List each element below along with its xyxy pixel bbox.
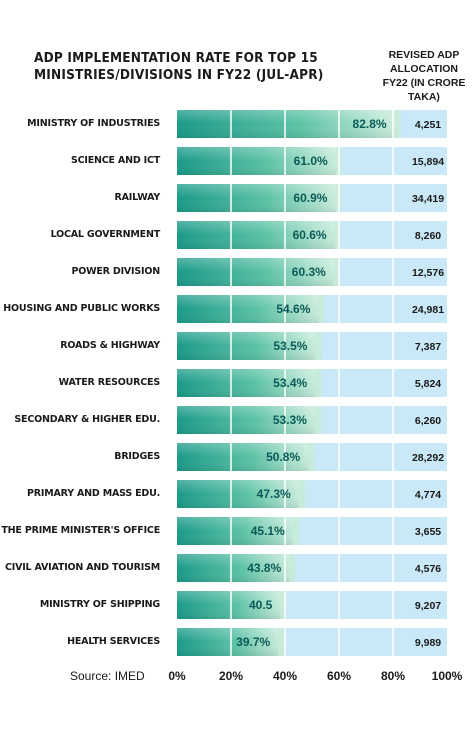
category-label: PRIMARY AND MASS EDU. bbox=[27, 488, 160, 499]
bar-end-bevel bbox=[289, 554, 296, 582]
bar-end-bevel bbox=[278, 628, 285, 656]
x-tick-label: 40% bbox=[272, 669, 298, 683]
category-label: SCIENCE AND ICT bbox=[70, 155, 160, 166]
bar-end-bevel bbox=[308, 443, 315, 471]
x-tick-label: 80% bbox=[380, 669, 406, 683]
chart-title: ADP IMPLEMENTATION RATE FOR TOP 15 MINIS… bbox=[34, 50, 324, 83]
bar-shine bbox=[177, 147, 342, 175]
bar-value-label: 60.6% bbox=[292, 228, 327, 242]
bar-shine bbox=[177, 406, 321, 434]
allocation-value: 34,419 bbox=[411, 193, 445, 205]
bar-shine bbox=[177, 443, 315, 471]
allocation-value: 12,576 bbox=[411, 267, 445, 279]
category-label: BRIDGES bbox=[114, 451, 160, 462]
bar-value-label: 54.6% bbox=[276, 302, 311, 316]
allocation-value: 24,981 bbox=[411, 304, 445, 316]
allocation-value: 28,292 bbox=[411, 452, 445, 464]
x-tick-label: 0% bbox=[168, 669, 186, 683]
allocation-value: 9,207 bbox=[414, 600, 442, 612]
bar-value-label: 53.4% bbox=[273, 376, 308, 390]
bar-value-label: 47.3% bbox=[256, 487, 291, 501]
bar-end-bevel bbox=[333, 258, 340, 286]
bar-shine bbox=[177, 110, 401, 138]
bar-shine bbox=[177, 184, 342, 212]
bar-value-label: 60.9% bbox=[293, 191, 328, 205]
category-label: SECONDARY & HIGHER EDU. bbox=[14, 414, 160, 425]
bar-value-label: 43.8% bbox=[247, 561, 282, 575]
bar-end-bevel bbox=[280, 591, 287, 619]
allocation-value: 6,260 bbox=[414, 415, 442, 427]
bar-value-label: 39.7% bbox=[236, 635, 271, 649]
category-label: RAILWAY bbox=[114, 192, 161, 203]
bar-end-bevel bbox=[298, 480, 305, 508]
allocation-value: 7,387 bbox=[414, 341, 442, 353]
allocation-value: 9,989 bbox=[414, 637, 442, 649]
bar-end-bevel bbox=[315, 369, 322, 397]
allocation-value: 4,774 bbox=[414, 489, 442, 501]
bar-end-bevel bbox=[394, 110, 401, 138]
category-label: THE PRIME MINISTER'S OFFICE bbox=[1, 525, 160, 536]
category-label: LOCAL GOVERNMENT bbox=[50, 229, 161, 240]
category-label: HOUSING AND PUBLIC WORKS bbox=[3, 303, 160, 314]
category-label: MINISTRY OF INDUSTRIES bbox=[27, 118, 160, 129]
allocation-value: 8,260 bbox=[414, 230, 442, 242]
category-label: WATER RESOURCES bbox=[58, 377, 161, 388]
bar-shine bbox=[177, 480, 305, 508]
bar-end-bevel bbox=[292, 517, 299, 545]
bar-value-label: 82.8% bbox=[352, 117, 387, 131]
bar-value-label: 45.1% bbox=[250, 524, 285, 538]
allocation-value: 15,894 bbox=[411, 156, 445, 168]
bar-value-label: 61.0% bbox=[293, 154, 328, 168]
bar-end-bevel bbox=[318, 295, 325, 323]
bar-end-bevel bbox=[314, 406, 321, 434]
bar-shine bbox=[177, 554, 296, 582]
bar-value-label: 60.3% bbox=[291, 265, 326, 279]
bar-shine bbox=[177, 258, 340, 286]
allocation-column-header: REVISED ADP ALLOCATION FY22 (IN CRORE TA… bbox=[382, 49, 466, 103]
bar-value-label: 53.3% bbox=[272, 413, 307, 427]
category-label: POWER DIVISION bbox=[71, 266, 160, 277]
x-tick-label: 60% bbox=[326, 669, 352, 683]
source-note: Source: IMED bbox=[70, 669, 145, 683]
bar-shine bbox=[177, 369, 322, 397]
bar-end-bevel bbox=[315, 332, 322, 360]
x-tick-label: 20% bbox=[218, 669, 244, 683]
allocation-value: 3,655 bbox=[414, 526, 442, 538]
category-label: MINISTRY OF SHIPPING bbox=[39, 599, 160, 610]
x-tick-label: 100% bbox=[431, 669, 463, 683]
category-label: HEALTH SERVICES bbox=[67, 636, 160, 647]
category-label: CIVIL AVIATION AND TOURISM bbox=[4, 562, 160, 573]
bar-shine bbox=[177, 295, 325, 323]
allocation-value: 4,576 bbox=[414, 563, 442, 575]
bar-end-bevel bbox=[334, 221, 341, 249]
category-label: ROADS & HIGHWAY bbox=[60, 340, 160, 351]
bar-shine bbox=[177, 221, 341, 249]
bar-value-label: 53.5% bbox=[273, 339, 308, 353]
bar-value-label: 50.8% bbox=[266, 450, 301, 464]
bar-shine bbox=[177, 517, 299, 545]
allocation-value: 5,824 bbox=[414, 378, 442, 390]
bar-value-label: 40.5 bbox=[248, 598, 273, 612]
allocation-value: 4,251 bbox=[414, 119, 442, 131]
bar-shine bbox=[177, 332, 322, 360]
